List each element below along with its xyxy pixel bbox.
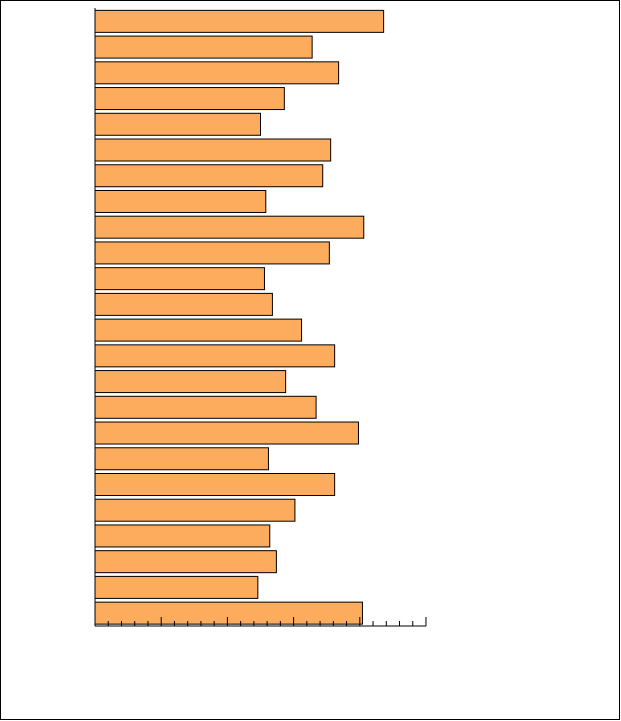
bar [94,267,265,291]
bar [94,292,273,316]
bar [94,87,285,111]
bar [94,61,340,85]
bar [94,524,271,548]
bar [94,550,277,574]
bar [94,395,317,419]
bar [94,112,261,136]
bar [94,138,332,162]
bar [94,9,385,33]
bar [94,35,313,59]
bar [94,447,269,471]
bar [94,370,287,394]
bar [94,472,336,496]
bar [94,164,324,188]
bar [94,498,296,522]
bar [94,344,336,368]
bar [94,241,330,265]
bar [94,575,259,599]
bar [94,215,365,239]
bar [94,601,363,625]
bar [94,421,359,445]
bar [94,318,303,342]
bar [94,189,267,213]
